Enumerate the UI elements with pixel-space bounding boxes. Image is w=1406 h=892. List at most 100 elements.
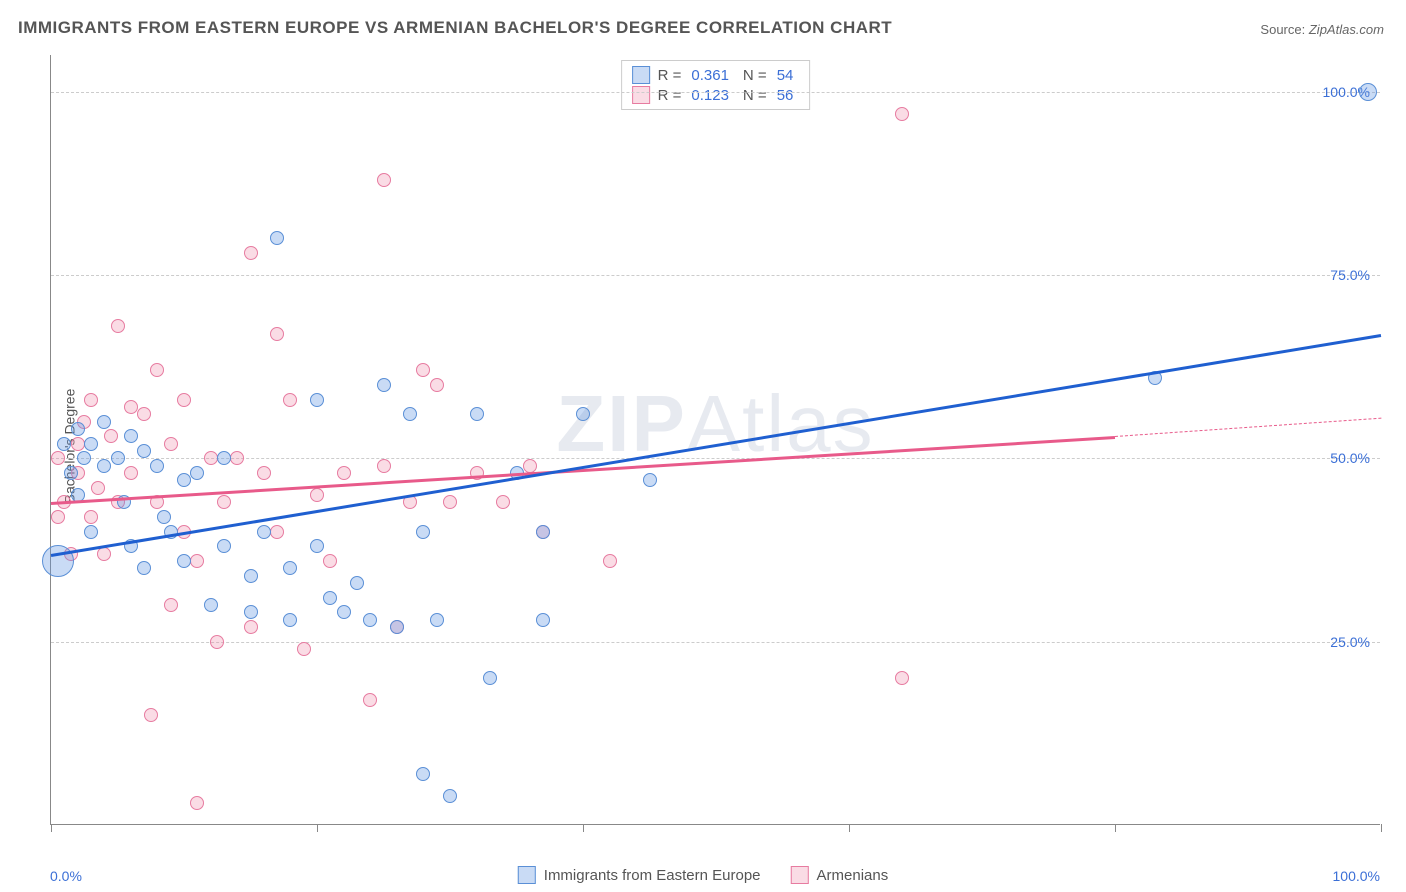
data-point-blue [157,510,171,524]
data-point-pink [257,466,271,480]
data-point-blue [217,539,231,553]
watermark-bold: ZIP [556,379,686,468]
data-point-blue [71,422,85,436]
data-point-blue [257,525,271,539]
n-label: N = [743,67,767,84]
data-point-blue [403,407,417,421]
data-point-pink [496,495,510,509]
data-point-pink [244,620,258,634]
x-tick [317,824,318,832]
data-point-blue [64,466,78,480]
data-point-blue [443,789,457,803]
data-point-pink [71,437,85,451]
legend-row-pink: R = 0.123 N = 56 [632,85,800,105]
data-point-pink [416,363,430,377]
data-point-pink [310,488,324,502]
data-point-pink [603,554,617,568]
data-point-blue [190,466,204,480]
r-value-blue: 0.361 [691,67,729,84]
gridline-horizontal [51,275,1380,276]
x-tick [1381,824,1382,832]
source-value: ZipAtlas.com [1309,22,1384,37]
data-point-blue [470,407,484,421]
data-point-blue [390,620,404,634]
legend-row-blue: R = 0.361 N = 54 [632,65,800,85]
data-point-blue [244,569,258,583]
data-point-pink [244,246,258,260]
data-point-pink [204,451,218,465]
data-point-pink [124,400,138,414]
series-legend: Immigrants from Eastern Europe Armenians [518,866,888,884]
data-point-blue [97,459,111,473]
y-tick-label: 50.0% [1330,450,1370,466]
data-point-pink [230,451,244,465]
x-tick [849,824,850,832]
data-point-blue [310,393,324,407]
data-point-blue [42,545,74,577]
data-point-pink [377,459,391,473]
data-point-pink [217,495,231,509]
data-point-pink [150,363,164,377]
data-point-pink [523,459,537,473]
data-point-pink [84,510,98,524]
n-value-blue: 54 [777,67,794,84]
data-point-pink [323,554,337,568]
legend-label-pink: Armenians [817,867,889,884]
data-point-blue [350,576,364,590]
data-point-pink [111,319,125,333]
data-point-blue [536,613,550,627]
data-point-pink [137,407,151,421]
data-point-pink [337,466,351,480]
data-point-pink [97,547,111,561]
data-point-pink [210,635,224,649]
y-tick-label: 25.0% [1330,634,1370,650]
data-point-blue [97,415,111,429]
r-label: R = [658,87,682,104]
gridline-horizontal [51,642,1380,643]
data-point-pink [164,437,178,451]
data-point-blue [430,613,444,627]
legend-item-pink: Armenians [791,866,889,884]
data-point-blue [244,605,258,619]
data-point-blue [363,613,377,627]
data-point-blue [310,539,324,553]
n-value-pink: 56 [777,87,794,104]
data-point-blue [177,554,191,568]
data-point-blue [283,613,297,627]
data-point-pink [443,495,457,509]
data-point-blue [416,525,430,539]
data-point-blue [283,561,297,575]
x-tick-0: 0.0% [50,868,82,884]
data-point-blue [77,451,91,465]
source-attribution: Source: ZipAtlas.com [1260,22,1384,37]
data-point-blue [483,671,497,685]
data-point-pink [297,642,311,656]
data-point-pink [270,327,284,341]
data-point-blue [204,598,218,612]
source-label: Source: [1260,22,1305,37]
trend-line [51,334,1381,556]
data-point-blue [124,429,138,443]
chart-title: IMMIGRANTS FROM EASTERN EUROPE VS ARMENI… [18,18,892,38]
gridline-horizontal [51,458,1380,459]
data-point-blue [643,473,657,487]
data-point-pink [51,451,65,465]
data-point-pink [144,708,158,722]
data-point-blue [137,444,151,458]
trend-line [51,436,1115,504]
data-point-blue [217,451,231,465]
data-point-blue [323,591,337,605]
data-point-pink [104,429,118,443]
plot-area: ZIPAtlas R = 0.361 N = 54 R = 0.123 N = … [50,55,1380,825]
data-point-pink [377,173,391,187]
y-tick-label: 75.0% [1330,267,1370,283]
data-point-blue [377,378,391,392]
chart-container: IMMIGRANTS FROM EASTERN EUROPE VS ARMENI… [0,0,1406,892]
data-point-blue [84,525,98,539]
legend-item-blue: Immigrants from Eastern Europe [518,866,761,884]
x-tick [583,824,584,832]
data-point-pink [895,671,909,685]
data-point-pink [363,693,377,707]
gridline-horizontal [51,92,1380,93]
data-point-blue [337,605,351,619]
